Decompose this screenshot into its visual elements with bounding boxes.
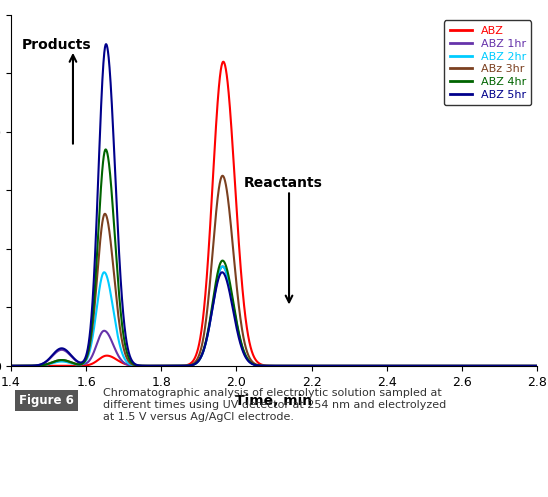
- Text: Reactants: Reactants: [244, 176, 323, 190]
- Legend: ABZ, ABZ 1hr, ABZ 2hr, ABz 3hr, ABZ 4hr, ABZ 5hr: ABZ, ABZ 1hr, ABZ 2hr, ABz 3hr, ABZ 4hr,…: [444, 20, 532, 105]
- X-axis label: Time, min: Time, min: [236, 394, 312, 408]
- Text: Figure 6: Figure 6: [19, 394, 74, 407]
- Text: Products: Products: [22, 38, 92, 52]
- Text: Chromatographic analysis of electrolytic solution sampled at
different times usi: Chromatographic analysis of electrolytic…: [103, 388, 446, 421]
